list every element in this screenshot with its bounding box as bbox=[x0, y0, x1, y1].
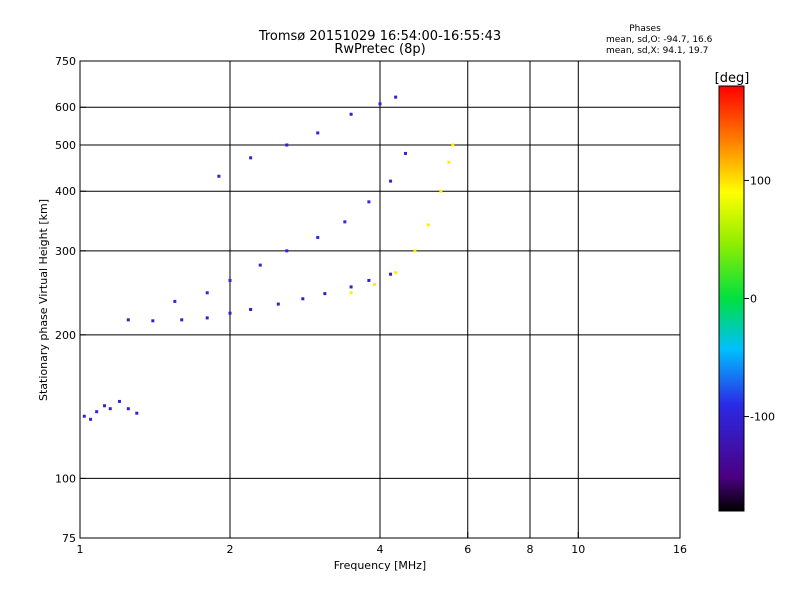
x-tick-label: 10 bbox=[571, 543, 585, 556]
stats-line-o: mean, sd,O: -94.7, 16.6 bbox=[606, 35, 713, 45]
echo-point bbox=[301, 297, 305, 301]
colorbar-tick-label: 0 bbox=[750, 293, 757, 306]
echo-point bbox=[180, 318, 184, 322]
echo-point bbox=[349, 285, 353, 289]
echo-point bbox=[426, 223, 430, 227]
echo-point bbox=[151, 319, 155, 323]
echo-point bbox=[108, 407, 112, 411]
colorbar-tick-label: 100 bbox=[750, 174, 771, 187]
echo-point bbox=[217, 174, 221, 178]
echo-point bbox=[343, 220, 347, 224]
colorbar-gradient bbox=[718, 85, 745, 512]
phase-colorbar: [deg] 100 0 -100 bbox=[715, 71, 775, 512]
y-tick-label: 300 bbox=[55, 245, 76, 258]
echo-point bbox=[89, 417, 93, 421]
echo-point bbox=[135, 411, 139, 415]
x-tick-label: 1 bbox=[77, 543, 84, 556]
echo-point bbox=[126, 318, 130, 322]
echo-point bbox=[389, 272, 393, 276]
stats-heading: Phases bbox=[629, 24, 661, 34]
echo-point bbox=[349, 291, 353, 295]
echo-point bbox=[316, 131, 320, 135]
echo-point bbox=[367, 200, 371, 204]
echo-point bbox=[205, 316, 209, 320]
axis-ticks: 1 2 4 6 8 10 16 75 100 200 300 400 500 600 750 bbox=[55, 55, 687, 556]
y-tick-label: 600 bbox=[55, 101, 76, 114]
echo-point bbox=[403, 151, 407, 155]
y-tick-label: 200 bbox=[55, 329, 76, 342]
echo-point bbox=[451, 143, 455, 147]
colorbar-label: [deg] bbox=[715, 71, 750, 86]
grid-lines bbox=[80, 61, 680, 538]
echo-point bbox=[249, 307, 253, 311]
echo-point bbox=[117, 399, 121, 403]
echo-point bbox=[389, 179, 393, 183]
echo-point bbox=[285, 143, 289, 147]
echo-point bbox=[276, 302, 280, 306]
x-tick-label: 2 bbox=[227, 543, 234, 556]
echo-point bbox=[378, 102, 382, 106]
echo-point bbox=[126, 407, 130, 411]
y-tick-label: 750 bbox=[55, 55, 76, 68]
echo-point bbox=[95, 410, 99, 414]
echo-point bbox=[258, 263, 262, 267]
echo-point bbox=[413, 249, 417, 253]
echo-point bbox=[103, 404, 107, 408]
echo-point bbox=[173, 299, 177, 303]
x-axis-label: Frequency [MHz] bbox=[334, 559, 426, 572]
echo-point bbox=[205, 291, 209, 295]
plot-area: 1 2 4 6 8 10 16 75 100 200 300 400 500 600 750 bbox=[55, 55, 687, 556]
echo-point bbox=[447, 160, 451, 164]
echo-point bbox=[439, 189, 443, 193]
data-points bbox=[82, 95, 455, 421]
x-tick-label: 4 bbox=[377, 543, 384, 556]
echo-point bbox=[285, 249, 289, 253]
x-tick-label: 8 bbox=[527, 543, 534, 556]
echo-point bbox=[228, 278, 232, 282]
x-tick-label: 16 bbox=[673, 543, 687, 556]
y-axis-label: Stationary phase Virtual Height [km] bbox=[37, 199, 50, 401]
echo-point bbox=[367, 278, 371, 282]
stats-line-x: mean, sd,X: 94.1, 19.7 bbox=[606, 46, 708, 56]
echo-point bbox=[394, 95, 398, 99]
echo-point bbox=[394, 271, 398, 275]
chart-title: Tromsø 20151029 16:54:00-16:55:43 bbox=[258, 29, 501, 44]
echo-point bbox=[323, 292, 327, 296]
echo-point bbox=[249, 156, 253, 160]
y-tick-label: 400 bbox=[55, 185, 76, 198]
echo-point bbox=[82, 414, 86, 418]
chart-subtitle: RwPretec (8p) bbox=[334, 42, 425, 57]
x-tick-label: 6 bbox=[464, 543, 471, 556]
y-tick-label: 500 bbox=[55, 139, 76, 152]
echo-point bbox=[373, 282, 377, 286]
echo-point bbox=[228, 311, 232, 315]
echo-point bbox=[316, 235, 320, 239]
colorbar-ticks: 100 0 -100 bbox=[744, 174, 775, 424]
y-tick-label: 100 bbox=[55, 472, 76, 485]
y-tick-label: 75 bbox=[62, 532, 76, 545]
colorbar-tick-label: -100 bbox=[750, 411, 775, 424]
echo-point bbox=[349, 112, 353, 116]
